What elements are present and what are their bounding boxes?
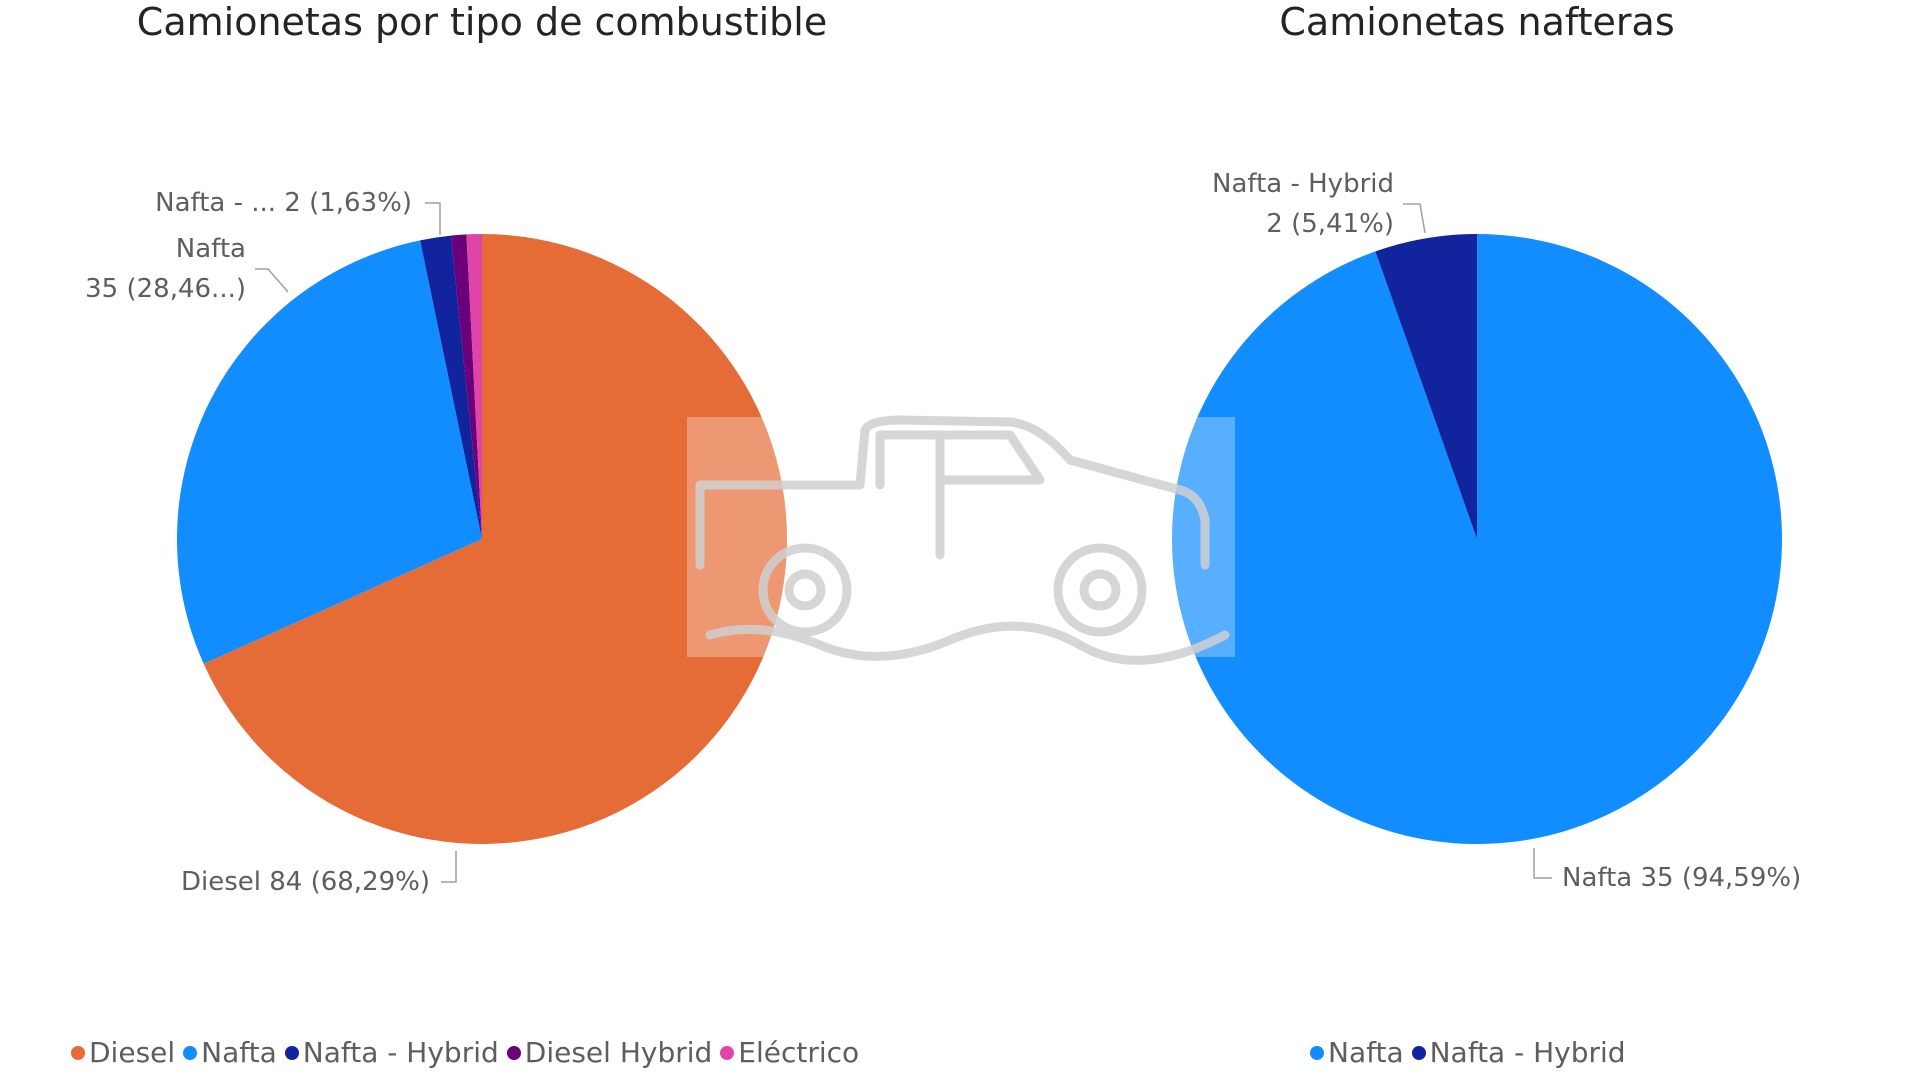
legend-item: Nafta <box>1310 1036 1404 1069</box>
legend-label: Nafta - Hybrid <box>1429 1036 1626 1069</box>
legend-label: Diesel <box>89 1036 176 1069</box>
legend-label: Diesel Hybrid <box>524 1036 713 1069</box>
legend-label: Nafta - Hybrid <box>302 1036 499 1069</box>
pie-slice <box>177 240 482 664</box>
legend: Nafta Nafta - Hybrid <box>1310 1036 1626 1069</box>
data-label: Diesel 84 (68,29%) <box>180 867 430 897</box>
legend-marker <box>506 1045 521 1060</box>
legend-item: Nafta - Hybrid <box>1411 1036 1626 1069</box>
legend-item: Diesel Hybrid <box>506 1036 713 1069</box>
data-label: Nafta - ... 2 (1,63%) <box>155 188 412 218</box>
legend-item: Nafta - Hybrid <box>284 1036 499 1069</box>
legend-item: Nafta <box>183 1036 277 1069</box>
legend-marker <box>1411 1045 1426 1060</box>
legend-marker <box>1310 1045 1324 1060</box>
chart-title: Camionetas por tipo de combustible <box>136 0 828 44</box>
pie-slice <box>450 234 482 539</box>
pie-slice <box>203 234 787 844</box>
legend-marker <box>284 1045 299 1060</box>
truck-watermark <box>687 415 1235 665</box>
legend-marker <box>71 1045 85 1060</box>
pie-slice <box>466 234 482 539</box>
legend-label: Eléctrico <box>738 1036 860 1069</box>
leader-line <box>1403 203 1426 234</box>
leader-line <box>1533 848 1552 879</box>
pie-slice <box>420 235 482 539</box>
legend: Diesel Nafta Nafta - Hybrid Diesel Hybrid El… <box>71 1036 859 1069</box>
data-label: Nafta 35 (94,59%) <box>1562 863 1802 893</box>
legend-marker <box>183 1045 198 1060</box>
legend-marker <box>720 1045 735 1060</box>
chart-title: Camionetas nafteras <box>1279 0 1675 44</box>
leader-line <box>441 851 457 883</box>
pie-slice <box>1375 234 1477 539</box>
data-label: Nafta - Hybrid 2 (5,41%) <box>1212 169 1394 239</box>
legend-label: Nafta <box>201 1036 277 1069</box>
legend-label: Nafta <box>1328 1036 1404 1069</box>
legend-item: Eléctrico <box>720 1036 859 1069</box>
legend-item: Diesel <box>71 1036 175 1069</box>
leader-line <box>255 268 289 293</box>
data-label: Nafta 35 (28,46...) <box>85 234 246 304</box>
leader-line <box>425 202 441 235</box>
